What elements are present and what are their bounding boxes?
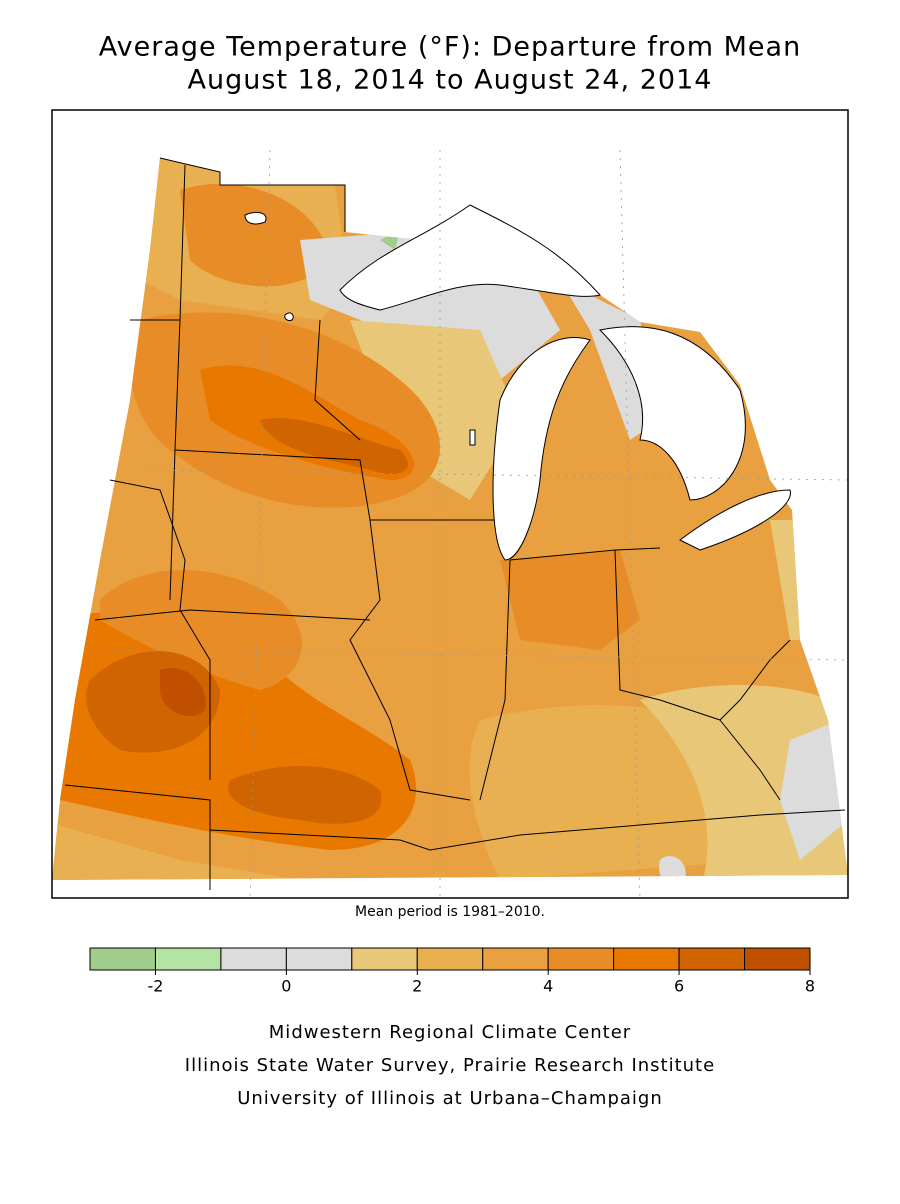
legend-swatch — [678, 947, 746, 971]
legend-tick-label: 4 — [543, 977, 553, 996]
credit-line: University of Illinois at Urbana–Champai… — [237, 1088, 663, 1109]
legend-swatch — [89, 947, 156, 971]
lakes — [244, 204, 791, 561]
legend-tick-label: 8 — [805, 977, 815, 996]
map — [52, 149, 848, 898]
map-frame — [51, 109, 849, 899]
credit-line: Illinois State Water Survey, Prairie Res… — [185, 1055, 715, 1076]
legend-swatch — [547, 947, 615, 971]
graticule — [89, 149, 848, 898]
legend-swatch — [351, 947, 418, 971]
title-line: August 18, 2014 to August 24, 2014 — [188, 65, 713, 96]
legend-swatch — [285, 947, 353, 971]
legend-tick-label: 6 — [674, 977, 684, 996]
state-boundaries — [64, 157, 846, 890]
legend-swatch — [220, 947, 287, 971]
mean-period-note: Mean period is 1981–2010. — [355, 904, 545, 920]
credit-line: Midwestern Regional Climate Center — [269, 1022, 631, 1043]
legend-swatch — [613, 947, 680, 971]
legend-tick-label: 0 — [281, 977, 291, 996]
legend-swatch — [482, 947, 549, 971]
legend-swatch — [416, 947, 484, 971]
legend-tick-label: -2 — [147, 977, 163, 996]
title-line: Average Temperature (°F): Departure from… — [99, 32, 801, 63]
legend-tick-label: 2 — [412, 977, 422, 996]
legend-swatch — [154, 947, 222, 971]
color-legend: -2 0 2 4 6 8 — [89, 947, 815, 996]
legend-swatch — [744, 947, 811, 971]
